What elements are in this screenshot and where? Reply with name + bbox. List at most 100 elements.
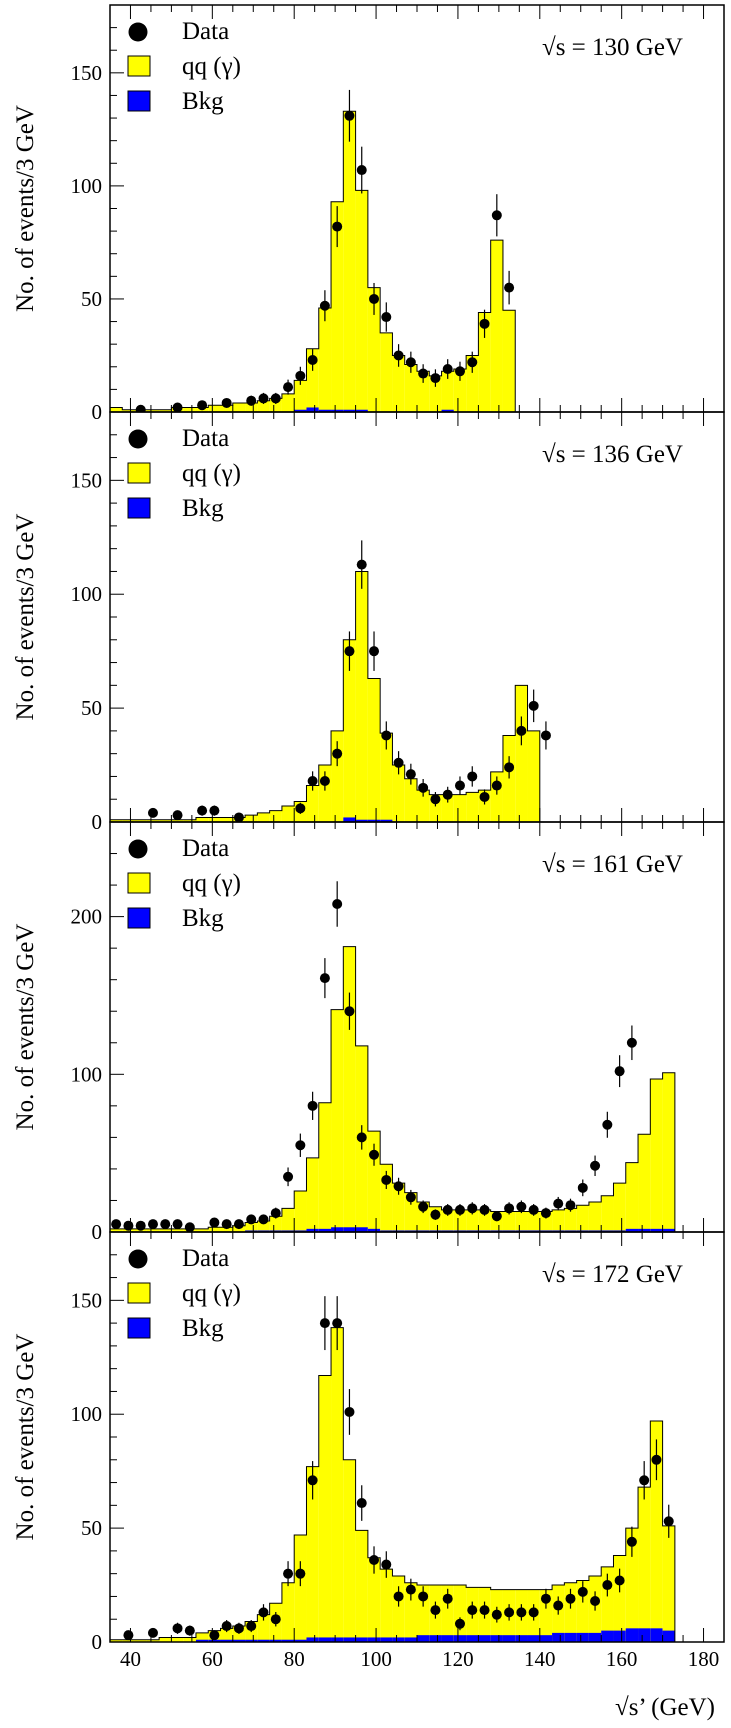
energy-label: √s = 172 GeV xyxy=(542,1261,683,1288)
signal-bar xyxy=(441,371,454,412)
signal-bar xyxy=(355,1530,368,1642)
bkg-bar xyxy=(466,1635,479,1642)
data-point xyxy=(467,1605,478,1616)
signal-bar xyxy=(343,111,356,412)
bkg-bar xyxy=(515,1635,528,1642)
data-point xyxy=(504,762,515,773)
bkg-bar xyxy=(576,1632,589,1642)
data-point xyxy=(233,1623,244,1634)
data-point xyxy=(381,1174,392,1185)
data-point xyxy=(454,1204,465,1215)
signal-bar xyxy=(245,1222,258,1232)
bkg-bar xyxy=(576,1230,589,1232)
bkg-bar xyxy=(552,1230,565,1232)
data-point xyxy=(454,1618,465,1629)
signal-bar xyxy=(417,371,430,412)
bkg-bar xyxy=(367,819,381,822)
data-point xyxy=(405,357,416,368)
signal-bar xyxy=(527,730,540,822)
bkg-bar xyxy=(539,1230,553,1232)
data-point xyxy=(381,730,392,741)
data-point xyxy=(651,1454,662,1465)
signal-bar xyxy=(625,1528,639,1642)
bkg-bar xyxy=(638,1628,651,1642)
bkg-bar xyxy=(650,1628,663,1642)
bkg-bar xyxy=(552,1632,565,1642)
data-point xyxy=(332,748,343,759)
legend-signal-label: qq (γ) xyxy=(182,870,241,897)
data-point xyxy=(319,1318,330,1329)
data-point xyxy=(246,1621,257,1632)
bkg-bar xyxy=(625,1228,639,1232)
data-point xyxy=(160,1219,171,1230)
signal-bar xyxy=(367,678,381,822)
bkg-bar xyxy=(404,1637,417,1642)
x-axis-label: √s’ (GeV) xyxy=(615,1694,715,1721)
bkg-bar xyxy=(257,1230,270,1232)
data-point xyxy=(295,370,306,381)
data-point xyxy=(172,1623,183,1634)
signal-bar xyxy=(232,402,246,412)
bkg-bar xyxy=(294,1230,307,1232)
signal-bar xyxy=(502,1211,516,1232)
bkg-bar xyxy=(318,1637,332,1642)
data-point xyxy=(123,1630,134,1641)
bkg-bar xyxy=(318,409,332,412)
data-point xyxy=(553,1600,564,1611)
y-tick-label: 50 xyxy=(81,696,102,720)
x-tick-label: 140 xyxy=(524,1647,556,1671)
data-point xyxy=(516,1201,527,1212)
legend-signal-label: qq (γ) xyxy=(182,1280,241,1307)
signal-bar xyxy=(171,1228,184,1232)
y-tick-label: 100 xyxy=(71,1402,103,1426)
data-point xyxy=(454,780,465,791)
data-point xyxy=(209,1217,220,1228)
data-point xyxy=(491,1609,502,1620)
signal-bar xyxy=(613,1555,626,1642)
data-point xyxy=(565,1200,576,1211)
bkg-bar xyxy=(318,1228,332,1232)
signal-bar xyxy=(650,1079,663,1232)
data-point xyxy=(639,1475,650,1486)
data-point xyxy=(307,776,318,786)
data-point xyxy=(356,559,367,570)
signal-bar xyxy=(343,946,356,1232)
data-point xyxy=(307,354,318,365)
data-point xyxy=(356,1498,367,1509)
legend: Data qq (γ) Bkg xyxy=(127,1245,241,1342)
data-point xyxy=(577,1586,588,1597)
signal-bar xyxy=(269,1216,282,1232)
signal-bar xyxy=(110,1639,123,1642)
data-point xyxy=(172,810,183,821)
energy-label: √s = 130 GeV xyxy=(542,34,683,61)
signal-bar xyxy=(220,1628,233,1642)
bkg-bar xyxy=(453,1635,467,1642)
bkg-bar xyxy=(269,1230,282,1232)
bkg-bar xyxy=(417,1230,430,1232)
bkg-bar xyxy=(478,1230,491,1232)
data-point xyxy=(295,1568,306,1579)
signal-bar xyxy=(110,1228,123,1232)
data-point xyxy=(270,1614,281,1625)
data-point xyxy=(283,1171,294,1182)
data-point xyxy=(405,769,416,780)
data-point xyxy=(504,1607,515,1618)
signal-bar xyxy=(392,1575,405,1642)
data-point xyxy=(123,1220,134,1231)
signal-bar xyxy=(257,1220,270,1232)
y-tick-label: 0 xyxy=(92,400,103,424)
data-point xyxy=(258,393,269,404)
signal-bar xyxy=(490,240,503,412)
signal-bar xyxy=(318,1102,332,1232)
data-point xyxy=(553,1198,564,1209)
signal-bar xyxy=(453,369,467,412)
data-point xyxy=(393,350,404,361)
data-point xyxy=(528,700,539,711)
x-tick-label: 100 xyxy=(360,1647,392,1671)
signal-bar xyxy=(294,380,307,412)
data-point xyxy=(344,646,355,657)
legend-bkg-label: Bkg xyxy=(182,495,224,522)
x-tick-label: 160 xyxy=(606,1647,638,1671)
bkg-bar xyxy=(478,1635,491,1642)
y-axis-label: No. of events/3 GeV xyxy=(12,105,39,312)
